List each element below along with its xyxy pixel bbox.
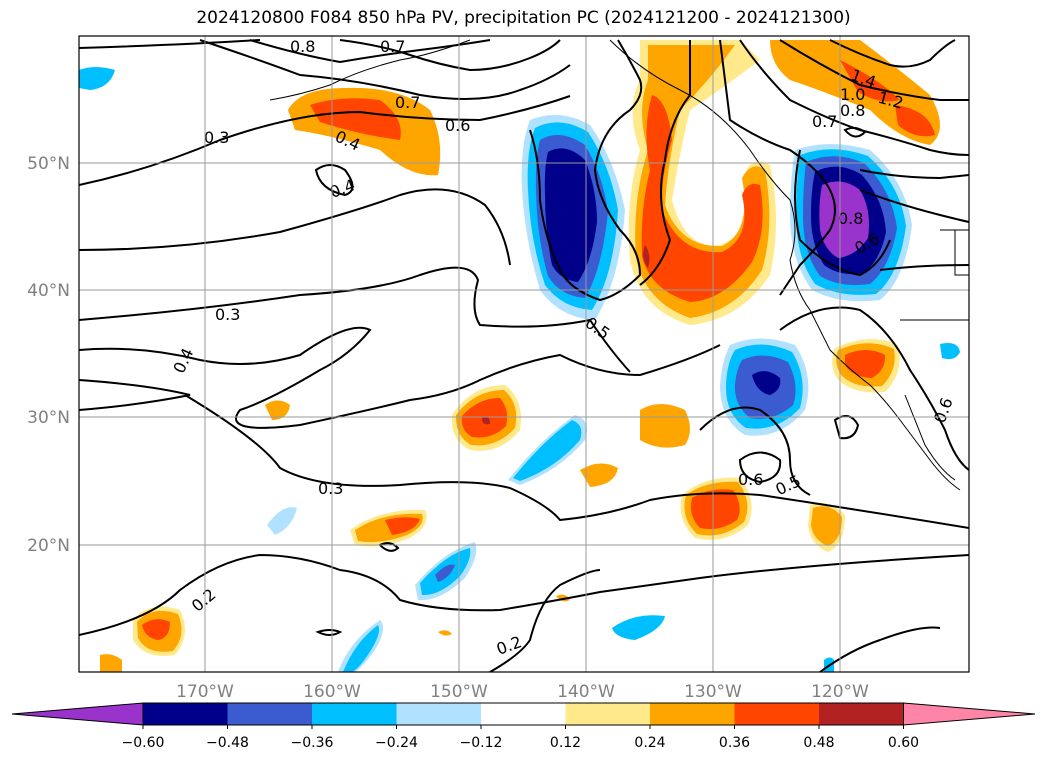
contour-label: 0.7 [812, 112, 837, 131]
colorbar-tick-label: 0.48 [803, 735, 834, 751]
lon-tick-label: 140°W [557, 682, 615, 702]
colorbar-tick-label: 0.60 [888, 735, 919, 751]
colorbar-segment [734, 703, 820, 725]
precip-negative-blob [79, 67, 115, 90]
colorbar-tick-label: 0.24 [634, 735, 665, 751]
colorbar-outline [142, 702, 904, 726]
contour-label: 0.7 [395, 93, 420, 112]
precip-positive-blob [451, 385, 521, 451]
precip-negative-blob [940, 343, 960, 360]
contour-label: 1.0 [840, 85, 865, 104]
colorbar: −0.60 −0.48 −0.36 −0.24 −0.12 0.12 0.24 0.36 0.4… [11, 702, 1036, 751]
lat-tick-label: 50°N [27, 154, 70, 174]
contour-label: 0.6 [738, 470, 763, 489]
colorbar-tick-label: 0.12 [550, 735, 581, 751]
precip-negative-blob [338, 620, 384, 672]
precip-positive-blob [133, 606, 185, 656]
colorbar-segment [312, 703, 397, 725]
contour-label: 0.7 [380, 37, 405, 56]
precip-positive-blob [265, 400, 290, 420]
precip-positive-blob [832, 339, 900, 393]
precip-negative-blob [720, 338, 809, 436]
precip-positive-blob [100, 654, 122, 672]
map-title: 2024120800 F084 850 hPa PV, precipitatio… [196, 8, 851, 28]
contour-label: 0.6 [445, 116, 470, 135]
pv-contours [79, 39, 969, 672]
colorbar-segment [650, 703, 735, 725]
colorbar-segment [143, 703, 228, 725]
precip-positive-blob [640, 404, 690, 448]
lon-tick-labels: 170°W 160°W 150°W 140°W 130°W 120°W [176, 682, 869, 702]
colorbar-tick-label: −0.48 [206, 735, 249, 751]
lat-tick-labels: 50°N 40°N 30°N 20°N [27, 154, 70, 556]
lat-tick-label: 40°N [27, 281, 70, 301]
lon-tick-label: 170°W [176, 682, 234, 702]
contour-label: 0.8 [290, 37, 315, 56]
lon-tick-label: 120°W [811, 682, 869, 702]
graticule [79, 36, 969, 672]
precip-negative-blob [508, 415, 588, 485]
colorbar-extend-max [903, 702, 1036, 726]
lat-tick-label: 30°N [27, 408, 70, 428]
colorbar-segment [565, 703, 651, 725]
lon-tick-label: 150°W [430, 682, 488, 702]
colorbar-tick-label: 0.36 [719, 735, 750, 751]
colorbar-segment [227, 703, 313, 725]
precip-positive-blob [808, 502, 845, 552]
map-frame [78, 35, 970, 673]
precip-positive-blob [556, 594, 570, 602]
colorbar-tick-label: −0.12 [460, 735, 503, 751]
colorbar-segment [481, 703, 566, 725]
contour-label: 0.3 [215, 305, 240, 324]
colorbar-tick-label: −0.36 [291, 735, 334, 751]
precip-positive-blob [438, 630, 452, 636]
contour-label: 0.3 [318, 479, 343, 498]
precip-positive-blob [350, 509, 427, 547]
colorbar-tick-label: −0.24 [375, 735, 418, 751]
colorbar-segment [819, 703, 904, 725]
colorbar-segment [396, 703, 482, 725]
colorbar-extend-min [11, 702, 144, 726]
contour-label: 0.8 [838, 209, 863, 228]
colorbar-tick-label: −0.60 [122, 735, 165, 751]
lon-tick-label: 130°W [684, 682, 742, 702]
contour-label: 0.3 [204, 128, 229, 147]
precip-negative-blob [612, 615, 665, 640]
precip-positive-blob [580, 463, 618, 487]
map-field-layer: 0.8 0.7 0.7 0.3 0.4 0.6 0.4 1.4 1.0 1.2 … [79, 36, 969, 672]
contour-label: 0.8 [840, 101, 865, 120]
precip-negative-blob [267, 507, 297, 535]
lat-tick-label: 20°N [27, 536, 70, 556]
precip-positive-blob [288, 87, 441, 176]
coastline [269, 39, 969, 491]
precip-negative-blob [415, 542, 477, 601]
lon-tick-label: 160°W [303, 682, 361, 702]
